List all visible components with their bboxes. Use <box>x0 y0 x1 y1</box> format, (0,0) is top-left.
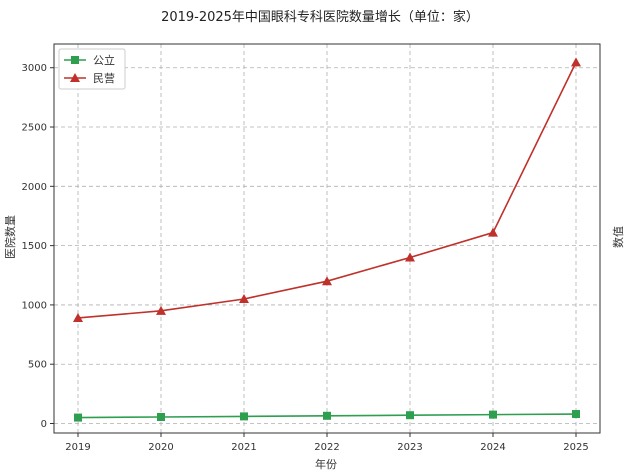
legend-box <box>58 48 126 90</box>
series-private <box>73 57 581 322</box>
data-point <box>240 412 248 421</box>
data-point <box>322 276 332 286</box>
data-point <box>156 305 166 315</box>
y-tick-label: 1000 <box>22 300 47 311</box>
series-public <box>74 410 580 422</box>
data-point <box>572 410 580 419</box>
x-tick-label: 2025 <box>563 442 588 453</box>
chart-title: 2019-2025年中国眼科专科医院数量增长（单位：家） <box>161 9 479 25</box>
legend-item: 公立 <box>64 53 115 67</box>
legend-marker <box>71 56 79 64</box>
y-tick-label: 3000 <box>22 63 47 74</box>
data-point <box>74 413 82 422</box>
data-point <box>405 252 415 262</box>
grid <box>54 44 600 433</box>
data-point <box>157 412 165 421</box>
y-axis-label: 医院数量 <box>3 215 17 259</box>
y-tick-label: 2000 <box>22 182 47 193</box>
legend-marker <box>70 73 80 82</box>
y-tick-label: 1500 <box>22 241 47 252</box>
legend-item: 民营 <box>64 71 115 85</box>
data-point <box>323 411 331 420</box>
y-axis-label-right: 数值 <box>612 226 625 248</box>
x-tick-label: 2024 <box>480 442 505 453</box>
x-tick-label: 2020 <box>148 442 173 453</box>
x-tick-label: 2022 <box>314 442 339 453</box>
y-tick-label: 2500 <box>22 123 47 134</box>
x-axis-label: 年份 <box>315 457 337 471</box>
series-layer <box>73 57 581 422</box>
x-tick-label: 2023 <box>397 442 422 453</box>
x-tick-label: 2019 <box>65 442 90 453</box>
data-point <box>488 227 498 237</box>
data-point <box>406 411 414 420</box>
legend-label: 民营 <box>93 71 115 85</box>
y-tick-label: 500 <box>28 360 47 371</box>
x-tick-label: 2021 <box>231 442 256 453</box>
data-point <box>239 293 249 303</box>
y-tick-label: 0 <box>41 419 47 430</box>
legend-label: 公立 <box>93 53 115 67</box>
ticks: 2019 2020 2021 2022 2023 2024 2025 0 500 1000 1500… <box>22 63 589 453</box>
data-point <box>73 312 83 322</box>
data-point <box>489 410 497 419</box>
data-point <box>571 57 581 67</box>
